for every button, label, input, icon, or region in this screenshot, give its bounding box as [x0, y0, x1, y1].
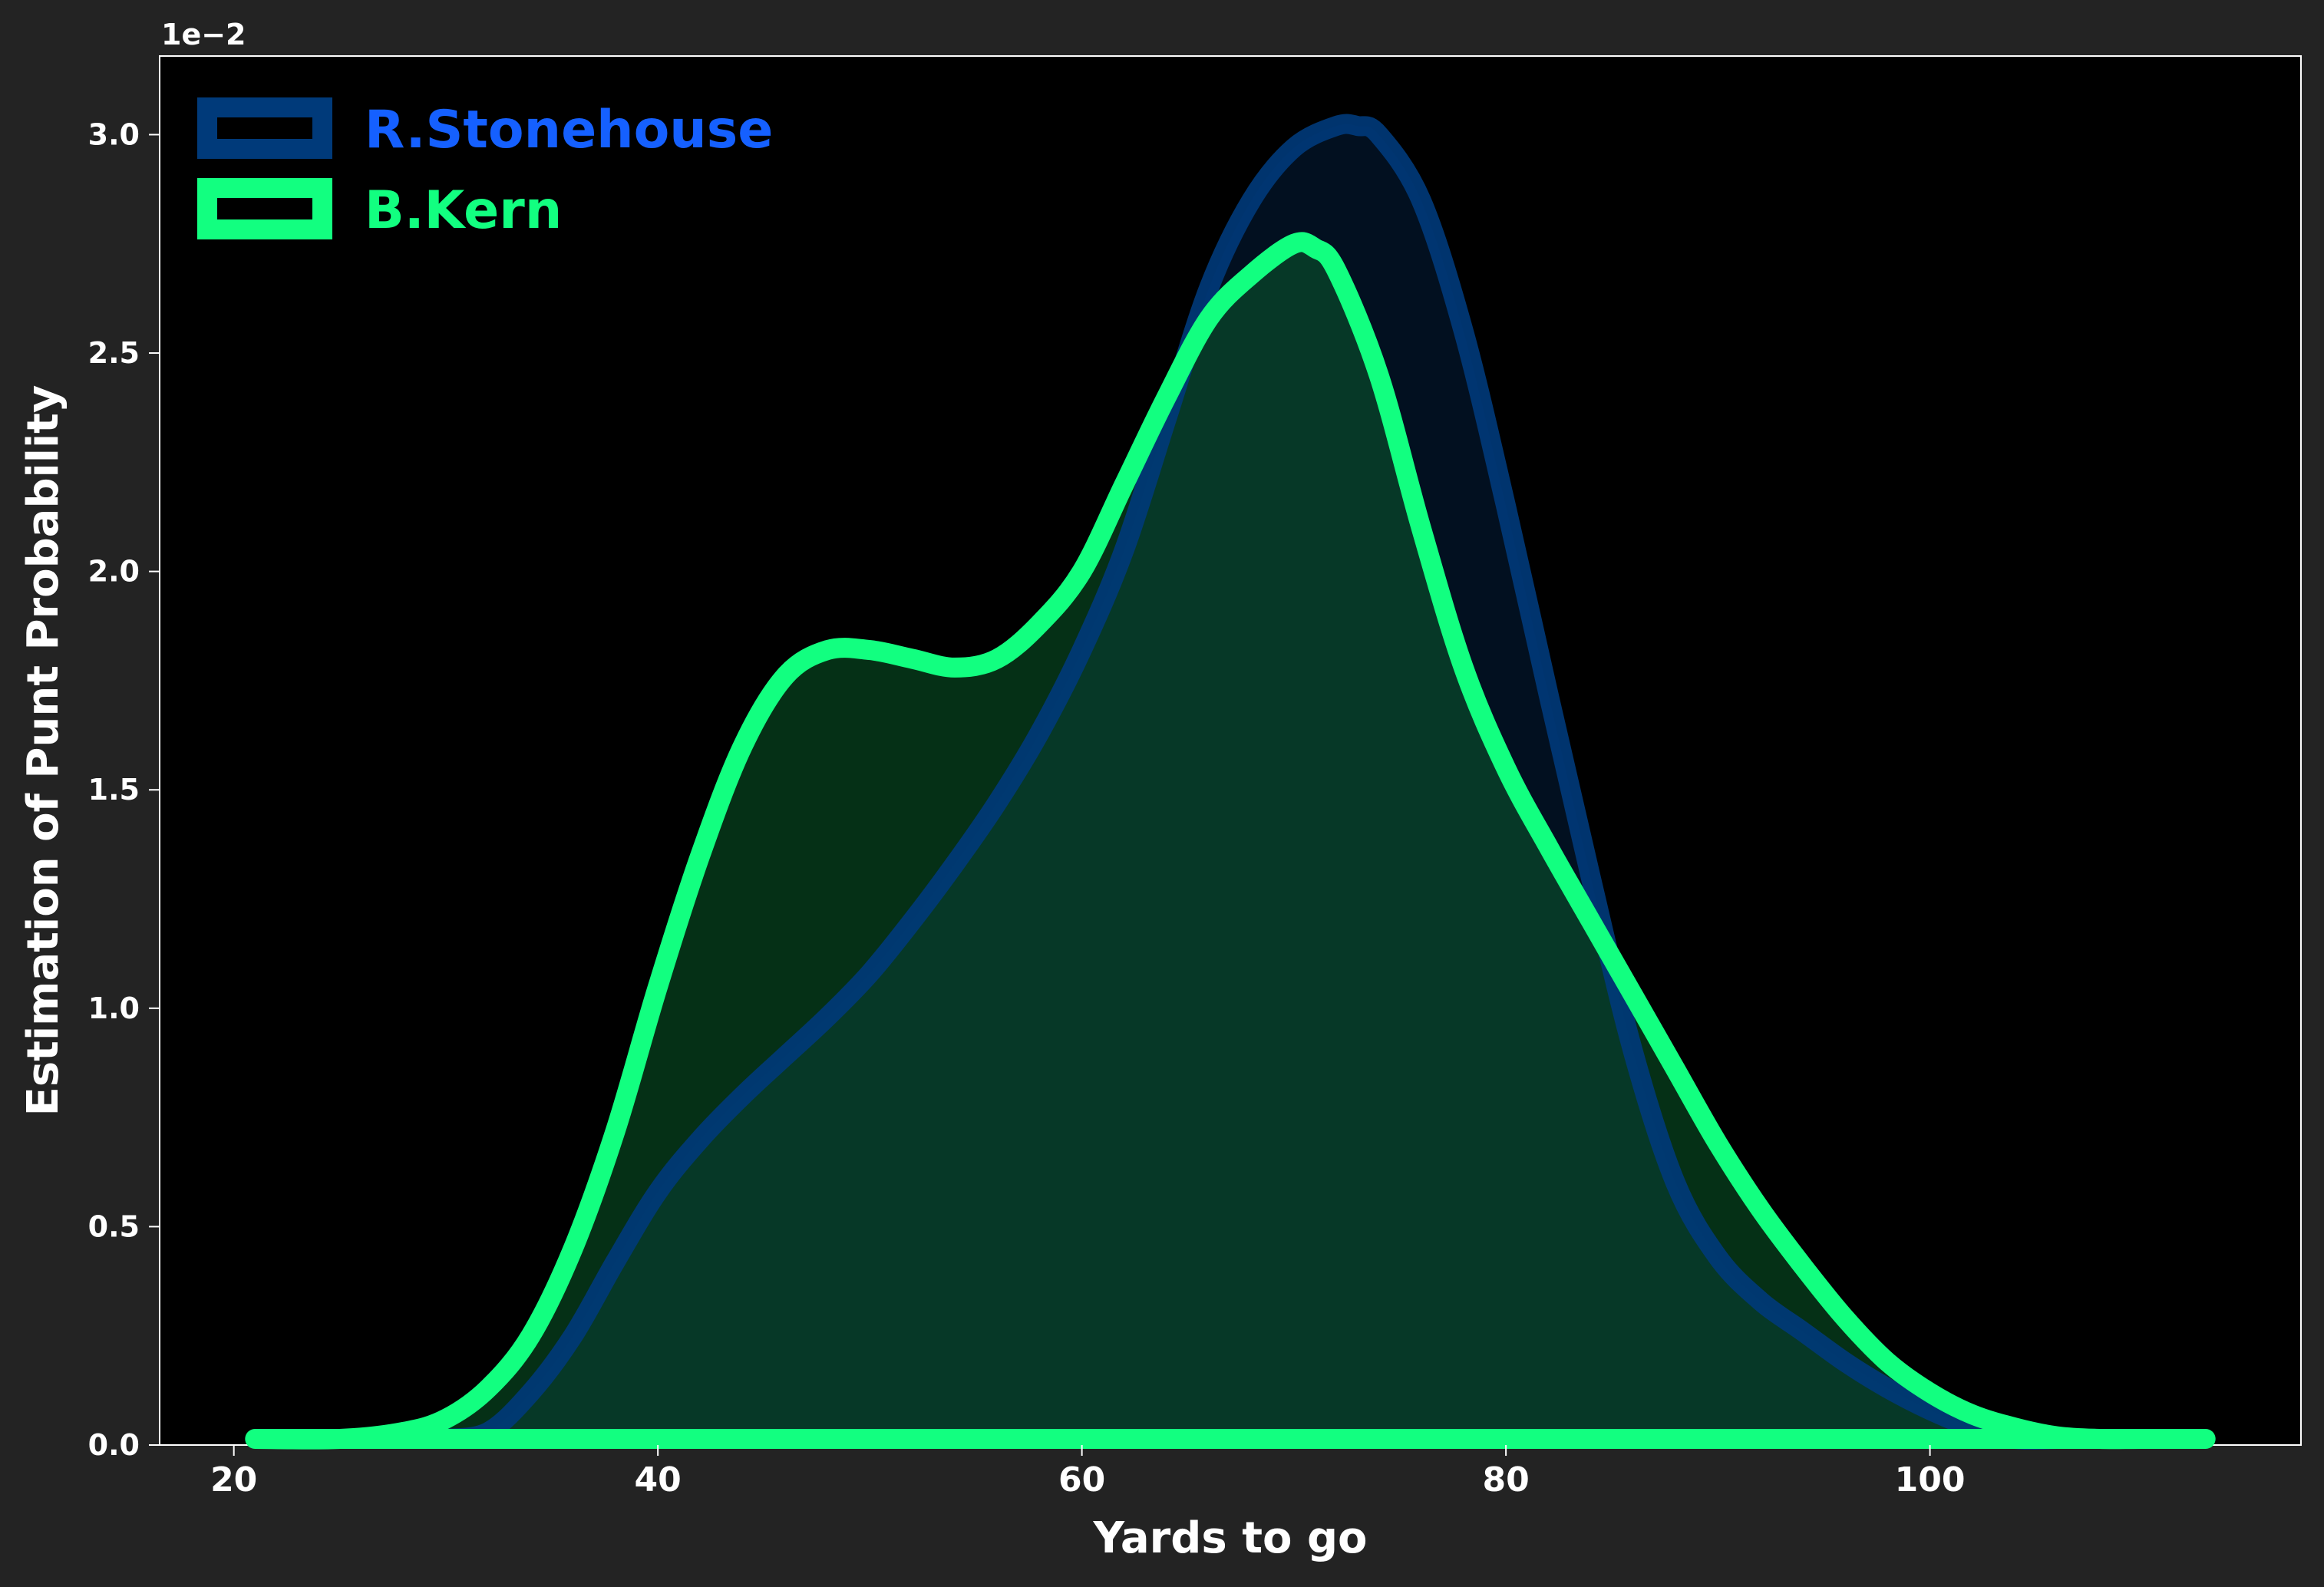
- x-tick-label-80: 80: [1482, 1460, 1529, 1500]
- x-tick-label-60: 60: [1058, 1460, 1105, 1500]
- series-lines: [245, 114, 2216, 1450]
- y-tick-label-0.5: 0.5: [88, 1209, 140, 1243]
- series-fill-b-kern: [255, 242, 2206, 1440]
- y-offset-label: 1e−2: [161, 18, 246, 51]
- legend-swatch-r-stonehouse: [197, 97, 332, 159]
- x-axis-label: Yards to go: [1092, 1513, 1367, 1563]
- series-fill-r-stonehouse: [445, 124, 2058, 1440]
- y-tick-label-3.0: 3.0: [88, 117, 140, 151]
- y-tick-label-0.0: 0.0: [88, 1428, 140, 1462]
- series-fills: [255, 124, 2206, 1440]
- legend-label-r-stonehouse: R.Stonehouse: [365, 100, 773, 160]
- x-tick-label-100: 100: [1895, 1460, 1966, 1500]
- series-line-r-stonehouse: [435, 114, 2068, 1450]
- y-tick-label-2.0: 2.0: [88, 555, 140, 589]
- x-tick-label-40: 40: [635, 1460, 682, 1500]
- x-axis: 20 40 60 80 100: [210, 1445, 1966, 1500]
- y-axis: 0.0 0.5 1.0 1.5 2.0 2.5 3.0: [88, 117, 160, 1462]
- x-tick-label-20: 20: [210, 1460, 257, 1500]
- legend-label-b-kern: B.Kern: [365, 180, 562, 241]
- y-tick-label-1.0: 1.0: [88, 991, 140, 1025]
- y-tick-label-1.5: 1.5: [88, 773, 140, 807]
- legend: R.Stonehouse B.Kern: [197, 97, 773, 241]
- y-tick-label-2.5: 2.5: [88, 336, 140, 370]
- series-line-b-kern: [245, 232, 2216, 1450]
- y-axis-label: Estimation of Punt Probability: [18, 385, 68, 1117]
- legend-swatch-b-kern: [197, 178, 332, 239]
